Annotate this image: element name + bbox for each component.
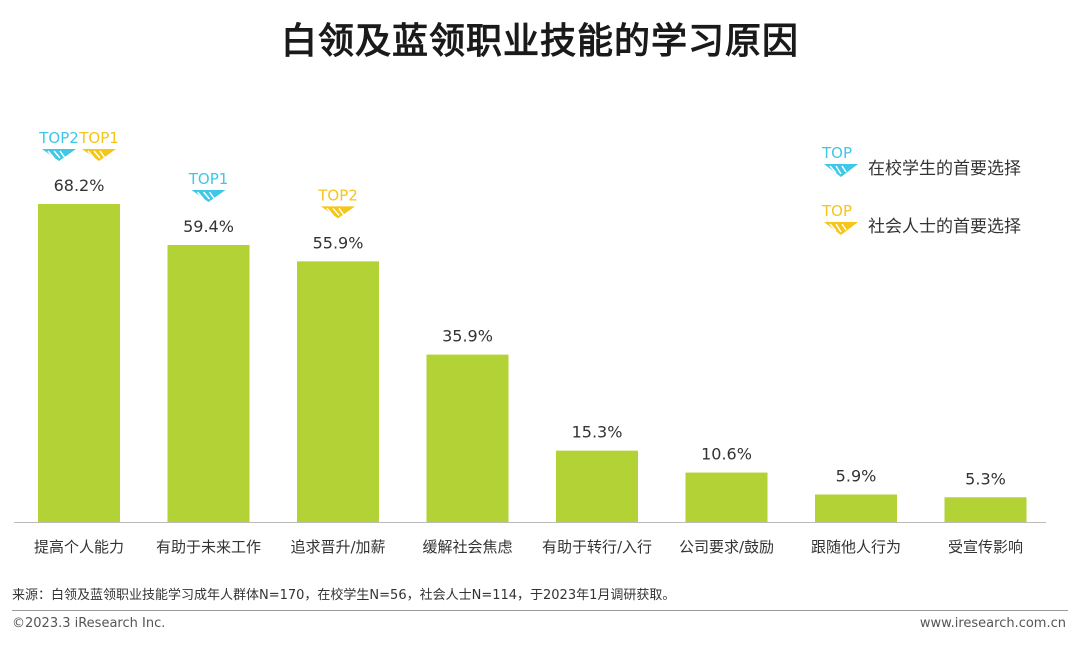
data-label-0: 68.2%: [54, 176, 105, 195]
category-label-1: 有助于未来工作: [156, 538, 261, 556]
legend-student-label: 在校学生的首要选择: [868, 159, 1021, 179]
bar-5: [685, 472, 768, 522]
top-ribbon-stripe-1-0-2: [208, 191, 216, 200]
top-ribbon-0-0: [42, 149, 76, 161]
data-label-1: 59.4%: [183, 217, 234, 236]
chart-title: 白领及蓝领职业技能的学习原因: [280, 21, 799, 62]
data-label-3: 35.9%: [442, 327, 493, 346]
bar-chart: 68.2% 提高个人能力 59.4% 有助于未来工作 55.9% 追求晋升/加薪 35.9%…: [14, 129, 1046, 556]
legend-social-badge: TOP: [822, 202, 853, 220]
data-label-7: 5.3%: [965, 469, 1006, 488]
top-badge-0-1: TOP1: [78, 129, 119, 147]
top-ribbon-stripe-0-1-1: [93, 150, 101, 159]
top-ribbon-stripe-0-0-0: [47, 150, 55, 159]
bar-2: [297, 261, 379, 522]
category-label-6: 跟随他人行为: [811, 538, 901, 556]
top-badge-2-0: TOP2: [317, 186, 358, 204]
data-label-2: 55.9%: [313, 233, 364, 252]
top-ribbon-stripe-1-0-1: [202, 191, 211, 200]
bar-3: [426, 354, 509, 522]
legend-social-label: 社会人士的首要选择: [868, 217, 1021, 237]
category-label-2: 追求晋升/加薪: [290, 538, 385, 556]
top-ribbon-stripe-0-0-2: [59, 150, 66, 159]
category-label-5: 公司要求/鼓励: [679, 538, 774, 556]
top-ribbon-stripe-2-0-0: [326, 207, 334, 216]
category-label-0: 提高个人能力: [34, 538, 124, 556]
bar-6: [815, 494, 897, 522]
legend-student-badge: TOP: [822, 144, 853, 162]
top-ribbon-stripe-0-0-1: [53, 150, 61, 159]
student-ribbon-icon: [824, 164, 858, 177]
top-badge-1-0: TOP1: [188, 170, 229, 188]
top-ribbon-stripe-0-1-2: [99, 150, 106, 159]
top-ribbon-stripe-0-1-0: [87, 150, 95, 159]
bar-7: [944, 497, 1027, 522]
category-label-7: 受宣传影响: [948, 538, 1023, 556]
data-label-4: 15.3%: [572, 423, 623, 442]
bar-0: [38, 204, 120, 522]
top-ribbon-1-0: [191, 190, 226, 203]
category-label-4: 有助于转行/入行: [542, 538, 652, 556]
bar-1: [167, 245, 250, 522]
website-url: www.iresearch.com.cn: [919, 616, 1066, 631]
footer-divider: [12, 610, 1068, 611]
legend-item-student: TOP 在校学生的首要选择: [822, 144, 1062, 184]
source-note: 来源：白领及蓝领职业技能学习成年人群体N=170，在校学生N=56，社会人士N=…: [12, 588, 676, 603]
top-ribbon-2-0: [321, 206, 355, 219]
top-ribbon-stripe-2-0-2: [338, 207, 345, 216]
top-ribbon-stripe-1-0-0: [196, 191, 205, 200]
legend-item-social: TOP 社会人士的首要选择: [822, 202, 1062, 242]
top-ribbon-0-1: [82, 149, 116, 161]
category-label-3: 缓解社会焦虑: [422, 538, 512, 556]
top-ribbon-stripe-2-0-1: [332, 207, 340, 216]
top-badge-0-0: TOP2: [38, 129, 79, 147]
bar-4: [556, 450, 638, 522]
copyright: ©2023.3 iResearch Inc.: [12, 616, 166, 631]
social-ribbon-icon: [824, 222, 858, 235]
data-label-5: 10.6%: [701, 445, 752, 464]
data-label-6: 5.9%: [836, 466, 877, 485]
